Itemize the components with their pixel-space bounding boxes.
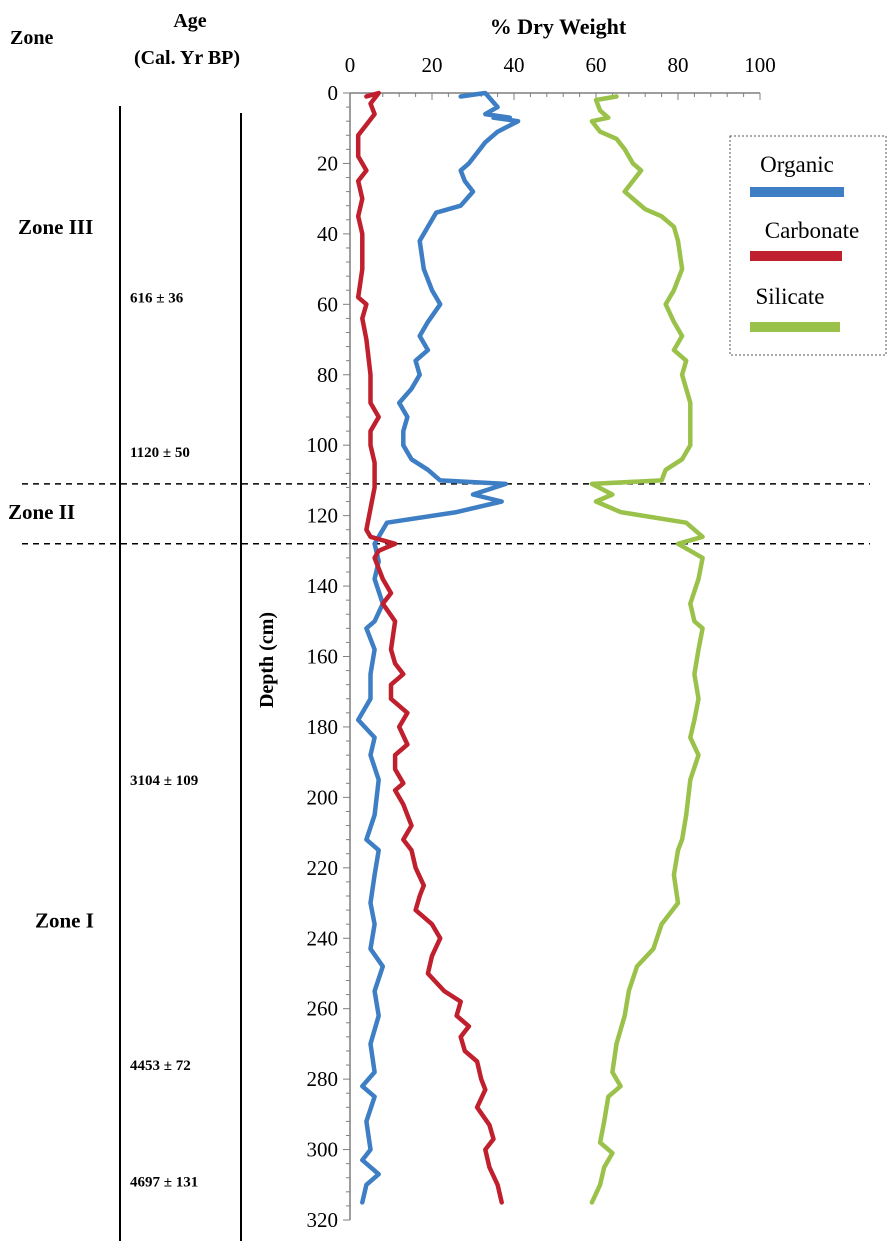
legend: Organic Carbonate Silicate (729, 135, 887, 356)
y-axis-title: Depth (cm) (256, 612, 278, 708)
legend-label-carbonate: Carbonate (765, 218, 860, 243)
y-tick-label: 40 (317, 222, 338, 246)
y-tick-label: 120 (307, 504, 339, 528)
age-column-subheader: (Cal. Yr BP) (134, 47, 240, 69)
legend-swatch-silicate (750, 322, 840, 332)
y-tick-label: 140 (307, 574, 339, 598)
age-label: 616 ± 36 (130, 290, 184, 306)
y-tick-label: 260 (307, 997, 339, 1021)
series-line-carbonate (355, 90, 504, 1205)
zone-label: Zone III (18, 215, 93, 239)
y-tick-label: 200 (307, 785, 339, 809)
age-label: 3104 ± 109 (130, 773, 198, 789)
zone-layer: Zone III Zone II Zone I 616 ± 36 1120 ± 50 31… (8, 215, 870, 1190)
legend-swatch-organic (750, 187, 844, 197)
x-tick-label: 100 (744, 53, 776, 77)
x-tick-label: 20 (422, 53, 443, 77)
legend-label-silicate: Silicate (756, 284, 825, 309)
x-tick-label: 60 (586, 53, 607, 77)
series-layer (355, 90, 705, 1205)
series-line-organic (355, 90, 521, 1205)
legend-swatch-carbonate (750, 251, 842, 261)
y-tick-label: 20 (317, 151, 338, 175)
zone-column-header: Zone (10, 27, 53, 49)
x-axis-title: % Dry Weight (490, 14, 627, 39)
x-tick-label: 80 (668, 53, 689, 77)
age-label: 4697 ± 131 (130, 1174, 198, 1190)
y-tick-label: 320 (307, 1208, 339, 1232)
zone-label: Zone II (8, 500, 75, 524)
x-tick-label: 40 (504, 53, 525, 77)
y-tick-label: 240 (307, 926, 339, 950)
zone-label: Zone I (35, 909, 94, 933)
x-tick-label: 0 (345, 53, 356, 77)
y-tick-label: 60 (317, 292, 338, 316)
age-label: 1120 ± 50 (130, 445, 190, 461)
y-tick-label: 280 (307, 1067, 339, 1091)
age-label: 4453 ± 72 (130, 1058, 191, 1074)
legend-label-organic: Organic (760, 152, 834, 177)
axes: 0 20 40 60 80 100 0 20 40 60 80 100 120 140 160 180 200 2… (307, 53, 776, 1232)
legend-box (729, 135, 887, 356)
y-tick-label: 300 (307, 1138, 339, 1162)
series-line-silicate (589, 94, 705, 1205)
y-tick-label: 80 (317, 363, 338, 387)
age-column-header: Age (173, 10, 206, 32)
y-tick-label: 180 (307, 715, 339, 739)
y-tick-label: 160 (307, 645, 339, 669)
y-tick-label: 100 (307, 433, 339, 457)
y-tick-label: 0 (328, 81, 339, 105)
y-tick-label: 220 (307, 856, 339, 880)
